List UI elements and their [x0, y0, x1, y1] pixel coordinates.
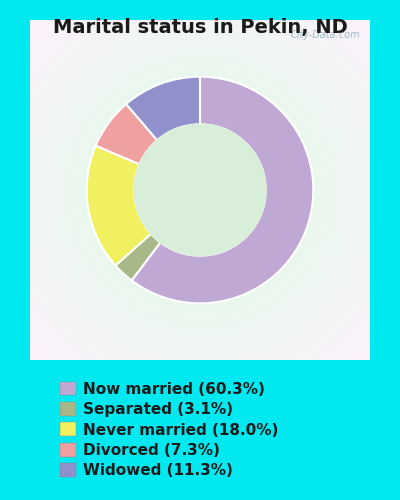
- Wedge shape: [96, 104, 157, 164]
- Wedge shape: [116, 234, 160, 280]
- Wedge shape: [126, 76, 200, 140]
- Circle shape: [134, 124, 266, 256]
- Wedge shape: [87, 146, 151, 266]
- Wedge shape: [132, 76, 313, 304]
- Text: City-Data.com: City-Data.com: [290, 30, 360, 40]
- Legend: Now married (60.3%), Separated (3.1%), Never married (18.0%), Divorced (7.3%), W: Now married (60.3%), Separated (3.1%), N…: [56, 377, 283, 483]
- Text: Marital status in Pekin, ND: Marital status in Pekin, ND: [53, 18, 347, 36]
